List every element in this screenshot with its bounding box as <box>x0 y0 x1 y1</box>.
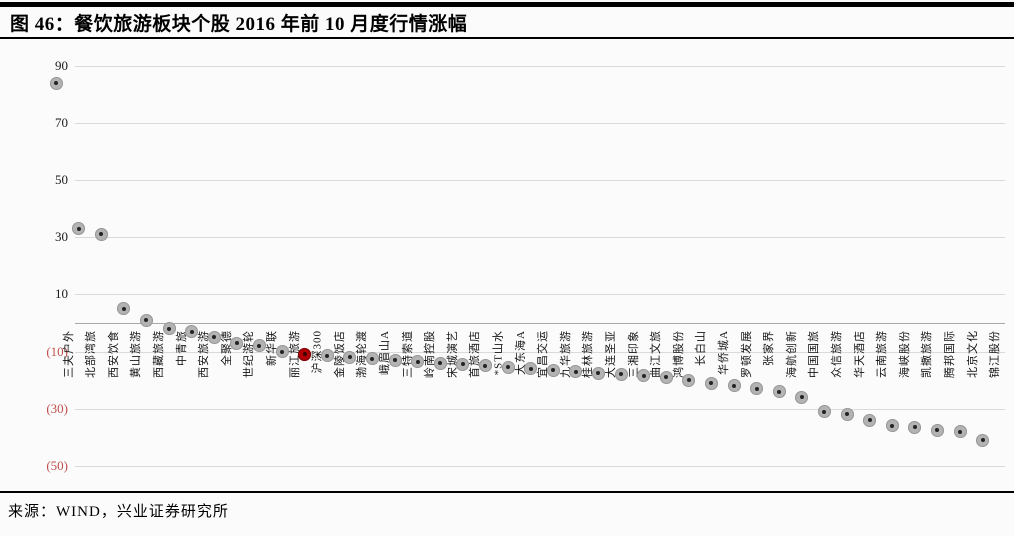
source-note: 来源：WIND，兴业证券研究所 <box>8 504 229 520</box>
x-axis-label-text: 锦江股份 <box>989 330 1002 378</box>
x-axis-label-text: 宋城演艺 <box>446 330 459 378</box>
data-point <box>772 385 786 399</box>
y-axis-tick-label: 90 <box>55 57 68 73</box>
data-point <box>976 433 990 447</box>
x-axis-label-text: 凯撒旅游 <box>921 330 934 378</box>
data-point <box>365 352 379 366</box>
data-point <box>885 419 899 433</box>
x-axis-label-text: 北部湾旅 <box>85 330 98 378</box>
data-point <box>252 339 266 353</box>
x-axis-label-text: 张家界 <box>763 330 776 366</box>
data-point-benchmark <box>298 347 312 361</box>
x-axis-label-text: 海航创新 <box>785 330 798 378</box>
data-point <box>704 376 718 390</box>
data-point <box>727 379 741 393</box>
data-point <box>795 390 809 404</box>
y-axis-tick-label: (30) <box>46 400 68 416</box>
data-point <box>275 345 289 359</box>
data-point <box>637 369 651 383</box>
gridline <box>75 351 1005 353</box>
data-point <box>478 359 492 373</box>
header-top-rule <box>0 2 1014 7</box>
footer-rule <box>0 491 1014 493</box>
x-axis-label-text: 三夫户外 <box>62 330 75 378</box>
x-axis-label-text: 三特索道 <box>401 330 414 378</box>
y-axis-tick-label: (50) <box>46 457 68 473</box>
data-point <box>614 367 628 381</box>
data-point <box>682 373 696 387</box>
x-axis-label-text: 黄山旅游 <box>130 330 143 378</box>
gridline <box>75 408 1005 410</box>
gridline <box>75 180 1005 182</box>
data-point <box>591 366 605 380</box>
y-axis-tick-label: 30 <box>55 229 68 245</box>
x-axis-label-text: 长白山 <box>695 330 708 366</box>
data-point <box>411 355 425 369</box>
data-point <box>94 227 108 241</box>
data-point <box>863 413 877 427</box>
data-point <box>750 382 764 396</box>
x-axis-line <box>75 323 1005 324</box>
x-axis-label-text: 峨眉山A <box>378 330 391 375</box>
y-axis-tick-label: 70 <box>55 115 68 130</box>
data-point <box>456 357 470 371</box>
x-axis-label-text: 世纪游轮 <box>243 330 256 378</box>
data-point <box>139 313 153 327</box>
x-axis-label-text: 云南旅游 <box>876 330 889 378</box>
x-axis-label-text: 中国国旅 <box>808 330 821 378</box>
data-point <box>817 405 831 419</box>
data-point <box>659 370 673 384</box>
gridline <box>75 465 1005 467</box>
data-point <box>49 76 63 90</box>
data-point <box>908 420 922 434</box>
x-axis-label-text: 华侨城A <box>717 330 730 375</box>
figure-title: 图 46：餐饮旅游板块个股 2016 年前 10 月度行情涨幅 <box>10 14 468 35</box>
data-point <box>524 362 538 376</box>
y-axis-tick-label: 10 <box>55 286 68 302</box>
y-axis-tick-label: (10) <box>46 343 68 359</box>
data-point <box>162 322 176 336</box>
data-point <box>953 425 967 439</box>
x-axis-label-text: 腾邦国际 <box>943 330 956 378</box>
x-axis-label-text: 岭南控股 <box>424 330 437 378</box>
data-point <box>546 363 560 377</box>
data-point <box>320 349 334 363</box>
data-point <box>501 360 515 374</box>
data-point <box>343 350 357 364</box>
data-point <box>185 325 199 339</box>
gridline <box>75 294 1005 296</box>
x-axis-label-text: 北京文化 <box>966 330 979 378</box>
x-axis-label-text: 罗顿发展 <box>740 330 753 378</box>
data-point <box>840 407 854 421</box>
data-point <box>207 330 221 344</box>
x-axis-label-text: 首旅酒店 <box>469 330 482 378</box>
x-axis-label-text: 众信旅游 <box>830 330 843 378</box>
scatter-chart: 90 70 50 30 10 (10) (30) (50) 三夫户外 北部湾旅 西安饮食 黄山旅游 西藏… <box>46 57 1005 473</box>
data-point <box>930 423 944 437</box>
x-axis-label-text: 海峡股份 <box>898 330 911 378</box>
x-axis-label-text: 曲江文旅 <box>650 330 663 378</box>
data-point <box>230 336 244 350</box>
x-axis-label-text: 西安饮食 <box>107 330 120 378</box>
x-axis-label-text: 西藏旅游 <box>152 330 165 378</box>
x-axis-label-text: 鸿博股份 <box>672 330 685 378</box>
gridline <box>75 123 1005 124</box>
x-axis-label-text: 华天酒店 <box>853 330 866 378</box>
gridline <box>75 65 1005 67</box>
data-point <box>72 222 86 236</box>
data-point <box>433 356 447 370</box>
data-point <box>117 302 131 316</box>
gridline <box>75 237 1005 239</box>
data-point <box>388 353 402 367</box>
data-point <box>569 365 583 379</box>
y-axis-tick-label: 50 <box>55 172 68 188</box>
header-bottom-rule <box>0 37 1014 39</box>
